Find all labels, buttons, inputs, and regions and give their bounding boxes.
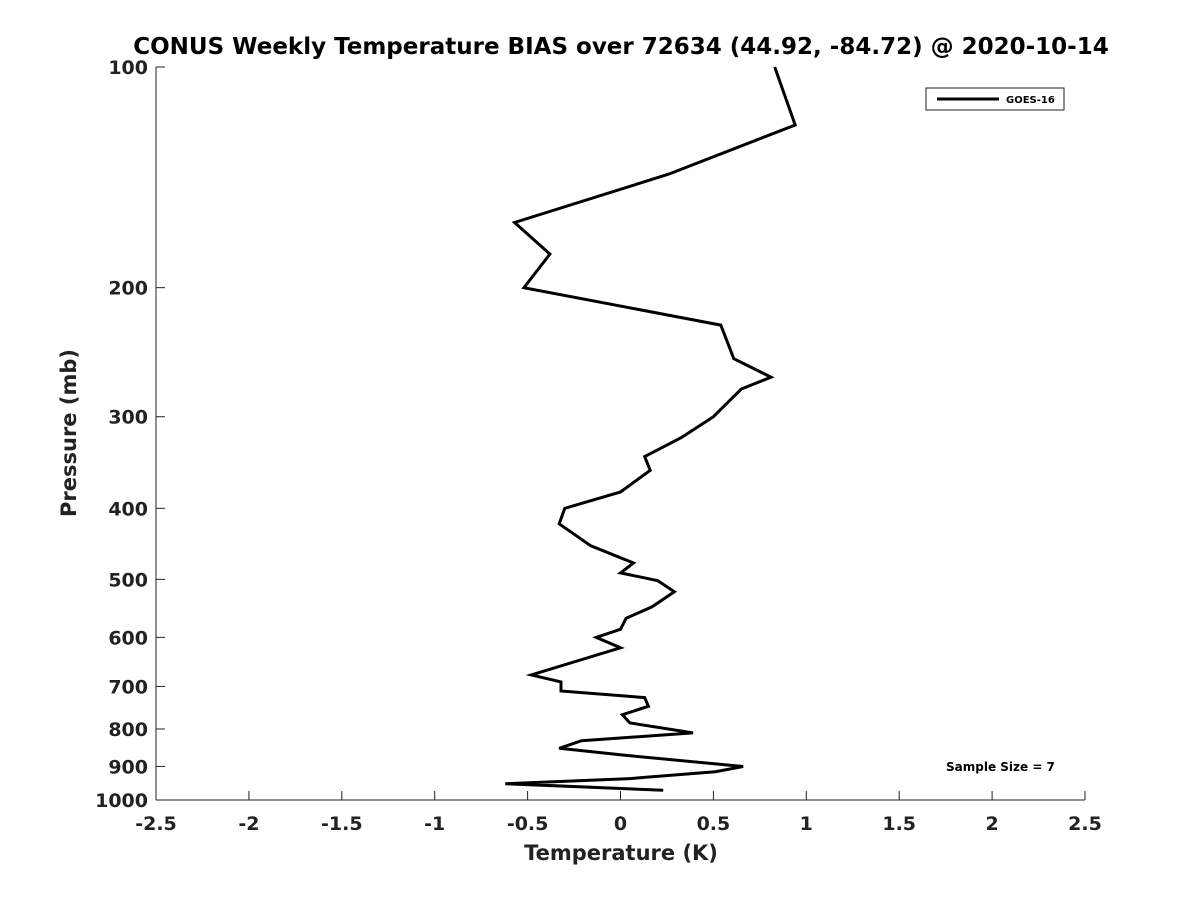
legend: GOES-16 (925, 87, 1065, 111)
y-tick-label: 1000 (95, 790, 148, 812)
x-ticks: -2.5 -2 -1.5 -1 -0.5 0 0.5 1 1.5 2 2.5 (135, 791, 1102, 835)
chart-title: CONUS Weekly Temperature BIAS over 72634… (133, 34, 1108, 60)
x-tick-label: -2.5 (135, 813, 177, 835)
y-axis-label: Pressure (mb) (57, 349, 81, 517)
y-tick-label: 900 (108, 756, 148, 778)
x-axis-label: Temperature (K) (524, 841, 718, 865)
sample-size-annotation: Sample Size = 7 (946, 760, 1055, 774)
y-tick-label: 300 (108, 407, 148, 429)
y-tick-label: 600 (108, 627, 148, 649)
y-tick-label: 200 (108, 278, 148, 300)
x-tick-label: 0.5 (697, 813, 731, 835)
y-tick-label: 500 (108, 569, 148, 591)
y-tick-label: 100 (108, 57, 148, 79)
x-tick-label: -1.5 (321, 813, 363, 835)
y-tick-label: 700 (108, 676, 148, 698)
y-tick-label: 400 (108, 498, 148, 520)
x-tick-label: 1.5 (882, 813, 916, 835)
x-tick-label: 0 (614, 813, 627, 835)
x-tick-label: 1 (800, 813, 813, 835)
legend-label-goes16: GOES-16 (1006, 95, 1055, 106)
x-tick-label: 2 (985, 813, 998, 835)
x-tick-label: -1 (424, 813, 445, 835)
x-tick-label: -0.5 (507, 813, 549, 835)
x-tick-label: -2 (238, 813, 259, 835)
x-tick-label: 2.5 (1068, 813, 1102, 835)
y-tick-label: 800 (108, 719, 148, 741)
series-line-goes16 (505, 66, 798, 792)
y-ticks: 100 200 300 400 500 600 700 800 900 1000 (95, 57, 165, 812)
